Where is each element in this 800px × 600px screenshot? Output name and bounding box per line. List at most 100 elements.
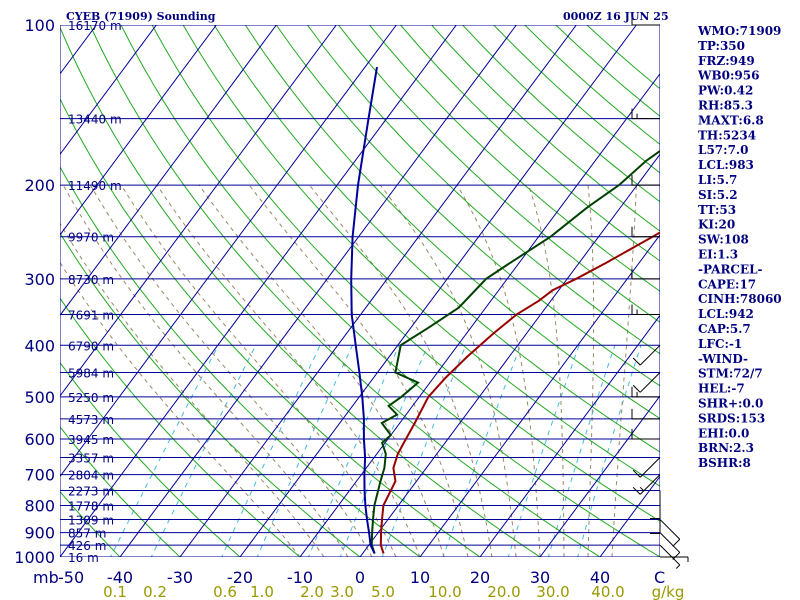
temperature-tick-label: -20 bbox=[227, 568, 253, 587]
mixing-ratio-line bbox=[256, 345, 353, 557]
pressure-tick-label: 700 bbox=[24, 466, 55, 485]
mixing-ratio-label: 3.0 bbox=[330, 583, 354, 600]
pressure-tick-label: 1000 bbox=[14, 548, 55, 567]
index-item: HEL:-7 bbox=[698, 382, 745, 396]
mixing-ratio-line bbox=[577, 345, 642, 557]
moist-adiabat-line bbox=[62, 184, 349, 557]
moist-adiabat-line bbox=[156, 184, 421, 557]
moist-adiabat-line bbox=[89, 184, 373, 557]
isotherm-line bbox=[60, 25, 277, 317]
isotherm-line bbox=[60, 25, 157, 156]
wind-barb bbox=[632, 457, 661, 478]
pressure-tick-label: 200 bbox=[24, 176, 55, 195]
wind-barb bbox=[631, 268, 660, 280]
moist-adiabat-line bbox=[456, 184, 541, 557]
mixing-ratio-label: 10.0 bbox=[428, 583, 461, 600]
index-item: BRN:2.3 bbox=[698, 441, 754, 455]
dry-adiabat-line bbox=[338, 25, 660, 323]
height-label: 11490 m bbox=[68, 179, 122, 193]
dry-adiabat-line bbox=[306, 25, 660, 355]
index-item: WB0:956 bbox=[697, 69, 759, 83]
index-item: EI:1.3 bbox=[698, 248, 738, 262]
mixing-ratio-label: 30.0 bbox=[536, 583, 569, 600]
isotherm-line bbox=[359, 153, 660, 557]
pressure-unit-label: mb bbox=[33, 568, 59, 587]
temperature-tick-label: -30 bbox=[167, 568, 193, 587]
isotherm-line bbox=[119, 25, 517, 557]
temperature-tick-label: 20 bbox=[470, 568, 490, 587]
mixing-ratio-line bbox=[547, 345, 616, 557]
height-label: 1778 m bbox=[68, 499, 114, 513]
index-item: WMO:71909 bbox=[697, 24, 781, 38]
temperature-tick-label: 10 bbox=[410, 568, 430, 587]
wind-barb bbox=[659, 519, 681, 547]
mixing-ratio-label: 0.2 bbox=[143, 583, 167, 600]
pressure-tick-label: 500 bbox=[24, 388, 55, 407]
moist-adiabat-line bbox=[587, 185, 595, 557]
index-item: STM:72/7 bbox=[698, 367, 763, 381]
isotherm-line bbox=[60, 25, 337, 397]
height-label: 3945 m bbox=[68, 433, 114, 447]
mixing-ratio-label: g/kg bbox=[652, 583, 685, 600]
dry-adiabat-line bbox=[60, 165, 421, 557]
height-label: 7691 m bbox=[68, 308, 114, 322]
temperature-tick-label: -40 bbox=[107, 568, 133, 587]
wind-barb bbox=[631, 108, 660, 120]
height-label: 9970 m bbox=[68, 231, 114, 245]
dry-adiabat-line bbox=[60, 297, 301, 557]
wind-barb bbox=[632, 474, 661, 495]
dry-adiabats bbox=[60, 25, 660, 557]
wind-barb bbox=[660, 556, 689, 562]
pressure-tick-label: 100 bbox=[24, 16, 55, 35]
isotherm-line bbox=[179, 25, 577, 557]
index-item: TP:350 bbox=[698, 39, 745, 53]
pressure-tick-label: 300 bbox=[24, 270, 55, 289]
isotherm-line bbox=[60, 25, 397, 478]
dry-adiabat-line bbox=[60, 97, 481, 557]
mixing-ratio-label: 0.6 bbox=[213, 583, 237, 600]
index-item: PW:0.42 bbox=[698, 84, 753, 98]
mixing-ratio-line bbox=[442, 345, 522, 557]
height-label: 1309 m bbox=[68, 513, 114, 527]
height-label: 857 m bbox=[68, 527, 106, 541]
dry-adiabat-line bbox=[275, 25, 660, 387]
index-item: -WIND- bbox=[698, 352, 748, 366]
moist-adiabat-line bbox=[379, 184, 517, 557]
height-label: 5250 m bbox=[68, 391, 114, 405]
temperature-tick-label: -50 bbox=[58, 568, 84, 587]
index-item: CINH:78060 bbox=[698, 292, 782, 306]
index-item: LI:5.7 bbox=[698, 173, 737, 187]
dry-adiabat-line bbox=[60, 232, 361, 557]
height-label: 5984 m bbox=[68, 367, 114, 381]
index-item: LCL:983 bbox=[698, 158, 754, 172]
series-line-1 bbox=[370, 149, 660, 554]
index-item: RH:85.3 bbox=[698, 99, 753, 113]
mixing-ratio-label: 0.1 bbox=[103, 583, 127, 600]
series-line-2 bbox=[350, 66, 378, 554]
pressure-tick-label: 600 bbox=[24, 430, 55, 449]
wind-barb bbox=[650, 490, 661, 520]
height-label: 6790 m bbox=[68, 339, 114, 353]
dry-adiabat-line bbox=[244, 25, 660, 420]
station-title: CYEB (71909) Sounding bbox=[66, 10, 216, 23]
height-label: 4573 m bbox=[68, 413, 114, 427]
index-item: LCL:942 bbox=[698, 307, 754, 321]
dry-adiabat-line bbox=[60, 490, 121, 557]
index-item: TT:53 bbox=[698, 203, 736, 217]
index-panel: WMO:71909TP:350FRZ:949WB0:956PW:0.42RH:8… bbox=[697, 24, 782, 470]
wind-barb bbox=[631, 408, 660, 420]
mixing-ratio-label: 1.0 bbox=[250, 583, 274, 600]
mixing-ratio-label: 40.0 bbox=[591, 583, 624, 600]
wind-barb bbox=[631, 15, 660, 26]
temperature-tick-label: 40 bbox=[590, 568, 610, 587]
moist-adiabat-line bbox=[611, 185, 637, 557]
height-label: 8730 m bbox=[68, 273, 114, 287]
index-item: FRZ:949 bbox=[698, 54, 755, 68]
wind-barb bbox=[631, 175, 660, 186]
moist-adiabat-line bbox=[528, 184, 565, 557]
wind-barb bbox=[632, 372, 661, 393]
mixing-ratio-label: 2.0 bbox=[300, 583, 324, 600]
mixing-ratio-line bbox=[381, 345, 467, 557]
index-item: MAXT:6.8 bbox=[698, 113, 764, 127]
